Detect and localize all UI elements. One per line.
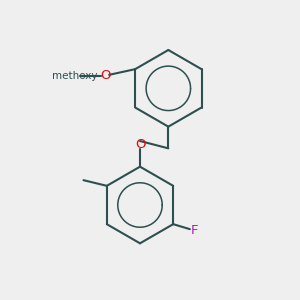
Text: methoxy: methoxy <box>52 71 98 81</box>
Text: O: O <box>135 139 145 152</box>
Text: F: F <box>191 224 199 237</box>
Text: O: O <box>100 69 110 82</box>
